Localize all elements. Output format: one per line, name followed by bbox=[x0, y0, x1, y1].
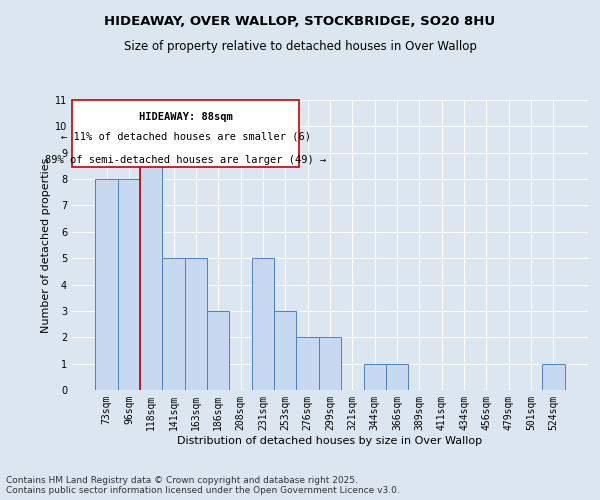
Bar bbox=[95, 179, 118, 390]
Bar bbox=[185, 258, 207, 390]
Text: HIDEAWAY, OVER WALLOP, STOCKBRIDGE, SO20 8HU: HIDEAWAY, OVER WALLOP, STOCKBRIDGE, SO20… bbox=[104, 15, 496, 28]
X-axis label: Distribution of detached houses by size in Over Wallop: Distribution of detached houses by size … bbox=[178, 436, 482, 446]
Bar bbox=[163, 258, 185, 390]
Bar bbox=[252, 258, 274, 390]
Bar bbox=[296, 338, 319, 390]
Bar bbox=[542, 364, 565, 390]
Bar bbox=[319, 338, 341, 390]
Text: Size of property relative to detached houses in Over Wallop: Size of property relative to detached ho… bbox=[124, 40, 476, 53]
Bar bbox=[364, 364, 386, 390]
Text: 89% of semi-detached houses are larger (49) →: 89% of semi-detached houses are larger (… bbox=[45, 155, 326, 165]
Text: Contains HM Land Registry data © Crown copyright and database right 2025.
Contai: Contains HM Land Registry data © Crown c… bbox=[6, 476, 400, 495]
Y-axis label: Number of detached properties: Number of detached properties bbox=[41, 158, 51, 332]
Bar bbox=[118, 179, 140, 390]
Bar bbox=[274, 311, 296, 390]
Bar bbox=[140, 152, 163, 390]
Text: ← 11% of detached houses are smaller (6): ← 11% of detached houses are smaller (6) bbox=[61, 132, 311, 142]
Bar bbox=[207, 311, 229, 390]
FancyBboxPatch shape bbox=[72, 100, 299, 166]
Bar bbox=[386, 364, 408, 390]
Text: HIDEAWAY: 88sqm: HIDEAWAY: 88sqm bbox=[139, 112, 232, 122]
